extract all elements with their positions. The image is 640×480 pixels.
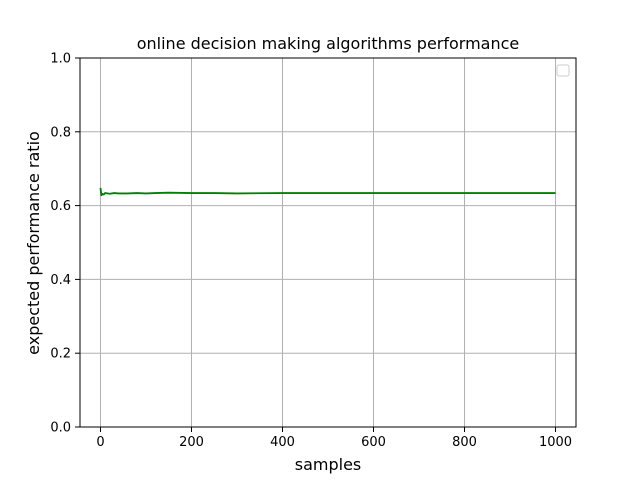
x-axis-label: samples [295, 455, 362, 474]
x-tick-label: 400 [270, 435, 295, 450]
legend [556, 64, 570, 77]
y-tick-label: 1.0 [50, 52, 71, 67]
y-tick-label: 0.4 [50, 273, 71, 288]
y-tick-label: 0.8 [50, 125, 71, 140]
series-layer [99, 187, 556, 197]
x-tick-label: 600 [361, 435, 386, 450]
x-tick-label: 200 [179, 435, 204, 450]
y-tick-label: 0.6 [50, 199, 71, 214]
y-tick-label: 0.0 [50, 421, 71, 436]
y-tick-label: 0.2 [50, 347, 71, 362]
ticks: 0 200 400 600 800 1000 0.0 0.2 0.4 0.6 0.8 1.0 [50, 52, 572, 451]
y-axis-label: expected performance ratio [24, 131, 43, 355]
x-tick-label: 800 [452, 435, 477, 450]
plot-frame [79, 57, 577, 428]
series-line [99, 187, 556, 197]
legend-box [556, 64, 570, 77]
chart-title: online decision making algorithms perfor… [137, 34, 520, 53]
x-tick-label: 0 [96, 435, 104, 450]
x-tick-label: 1000 [539, 435, 572, 450]
